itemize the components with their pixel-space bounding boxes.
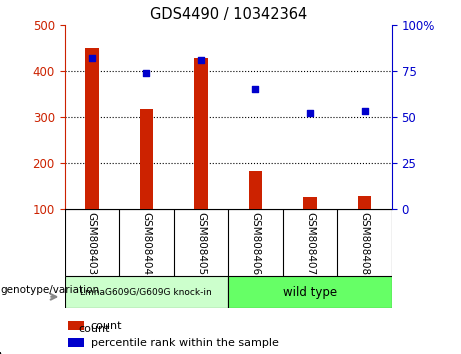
Bar [85,48,99,209]
Text: GSM808405: GSM808405 [196,212,206,275]
Text: count: count [78,324,110,334]
Bar [65,276,228,308]
Bar [228,276,392,308]
Text: GSM808408: GSM808408 [360,212,370,275]
Bar [358,196,372,209]
Text: GSM808407: GSM808407 [305,212,315,275]
Point [252,86,259,92]
Bar [194,58,208,209]
Point [361,108,368,114]
Text: LmnaG609G/G609G knock-in: LmnaG609G/G609G knock-in [81,287,212,297]
Point [197,57,205,63]
Point [88,55,95,61]
Text: GSM808404: GSM808404 [142,212,151,275]
Title: GDS4490 / 10342364: GDS4490 / 10342364 [149,7,307,22]
Point [306,110,313,116]
Text: count: count [91,321,122,331]
Text: GSM808403: GSM808403 [87,212,97,275]
Text: genotype/variation: genotype/variation [0,285,99,295]
Bar [248,171,262,209]
Bar [68,321,84,330]
Bar [303,198,317,209]
Bar [68,338,84,347]
Text: wild type: wild type [283,286,337,298]
Bar [140,109,153,209]
Point [142,70,150,75]
Text: GSM808406: GSM808406 [250,212,260,275]
Text: percentile rank within the sample: percentile rank within the sample [91,338,278,348]
